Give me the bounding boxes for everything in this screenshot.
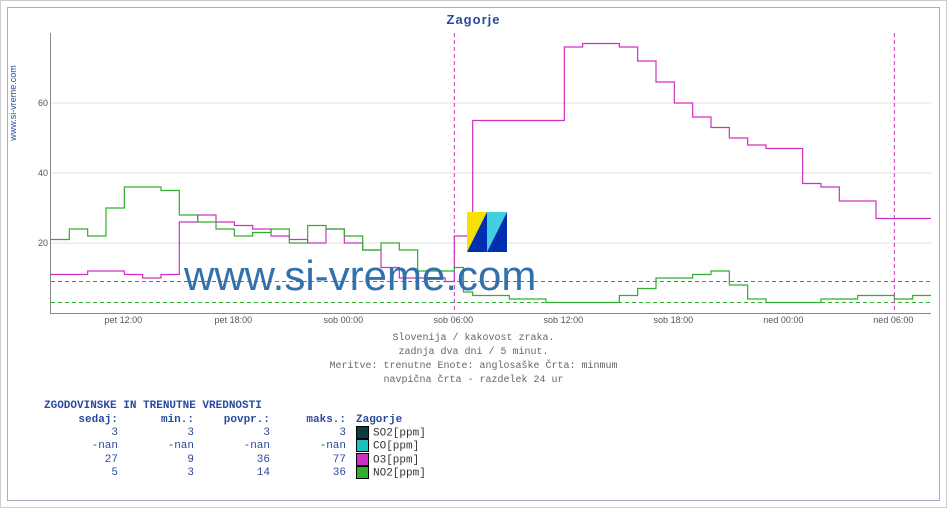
image-frame: www.si-vreme.com Zagorje 20 40 60 www.si-v… [0,0,947,508]
legend-col-header: Zagorje [348,414,428,426]
legend-value: 14 [196,466,272,479]
y-tick-label: 60 [28,98,48,108]
legend-header: ZGODOVINSKE IN TRENUTNE VREDNOSTI [44,400,428,412]
x-tick-label: ned 00:00 [763,315,803,325]
y-tick-label: 40 [28,168,48,178]
legend-swatch-icon [356,426,369,439]
legend-swatch-icon [356,453,369,466]
y-tick-label: 20 [28,238,48,248]
y-tick-labels: 20 40 60 [28,33,48,313]
inner-border: www.si-vreme.com Zagorje 20 40 60 www.si-v… [7,7,940,501]
chart-title: Zagorje [8,8,939,27]
legend-value: 9 [120,453,196,466]
x-tick-label: sob 12:00 [544,315,584,325]
legend-swatch-icon [356,466,369,479]
legend-value: -nan [44,439,120,452]
legend-table: sedaj:min.:povpr.:maks.:Zagorje3333SO2[p… [44,414,428,480]
watermark-logo-icon [467,212,507,252]
x-tick-labels: pet 12:00 pet 18:00 sob 00:00 sob 06:00 sob … [50,315,930,329]
legend-value: 3 [272,426,348,439]
legend-value: 3 [44,426,120,439]
legend-value: 36 [272,466,348,479]
watermark-text: www.si-vreme.com [184,252,536,300]
legend-series-label: O3[ppm] [373,454,419,466]
subtitle-line: navpična črta - razdelek 24 ur [8,374,939,388]
legend-series-label: CO[ppm] [373,441,419,453]
legend-value: -nan [272,439,348,452]
y-axis-side-label: www.si-vreme.com [6,98,20,298]
side-label-text: www.si-vreme.com [8,3,18,203]
legend-value: 3 [120,466,196,479]
legend-col-header: min.: [120,414,196,426]
legend-value: 77 [272,453,348,466]
legend-series-label: SO2[ppm] [373,427,426,439]
subtitle-block: Slovenija / kakovost zraka.zadnja dva dn… [8,332,939,388]
subtitle-line: Slovenija / kakovost zraka. [8,332,939,346]
x-tick-label: pet 12:00 [105,315,143,325]
legend-value: 36 [196,453,272,466]
legend-value: -nan [120,439,196,452]
subtitle-line: Meritve: trenutne Enote: anglosaške Črta… [8,360,939,374]
x-tick-label: pet 18:00 [215,315,253,325]
legend-table-block: ZGODOVINSKE IN TRENUTNE VREDNOSTI sedaj:… [44,400,428,480]
legend-swatch-icon [356,439,369,452]
x-tick-label: ned 06:00 [873,315,913,325]
legend-col-header: maks.: [272,414,348,426]
legend-col-header: sedaj: [44,414,120,426]
subtitle-line: zadnja dva dni / 5 minut. [8,346,939,360]
legend-value: 27 [44,453,120,466]
x-tick-label: sob 18:00 [654,315,694,325]
legend-value: 3 [120,426,196,439]
legend-value: 5 [44,466,120,479]
legend-col-header: povpr.: [196,414,272,426]
x-tick-label: sob 06:00 [434,315,474,325]
legend-series-label: NO2[ppm] [373,468,426,480]
legend-value: 3 [196,426,272,439]
x-tick-label: sob 00:00 [324,315,364,325]
plot-area: www.si-vreme.com [50,33,931,314]
legend-value: -nan [196,439,272,452]
